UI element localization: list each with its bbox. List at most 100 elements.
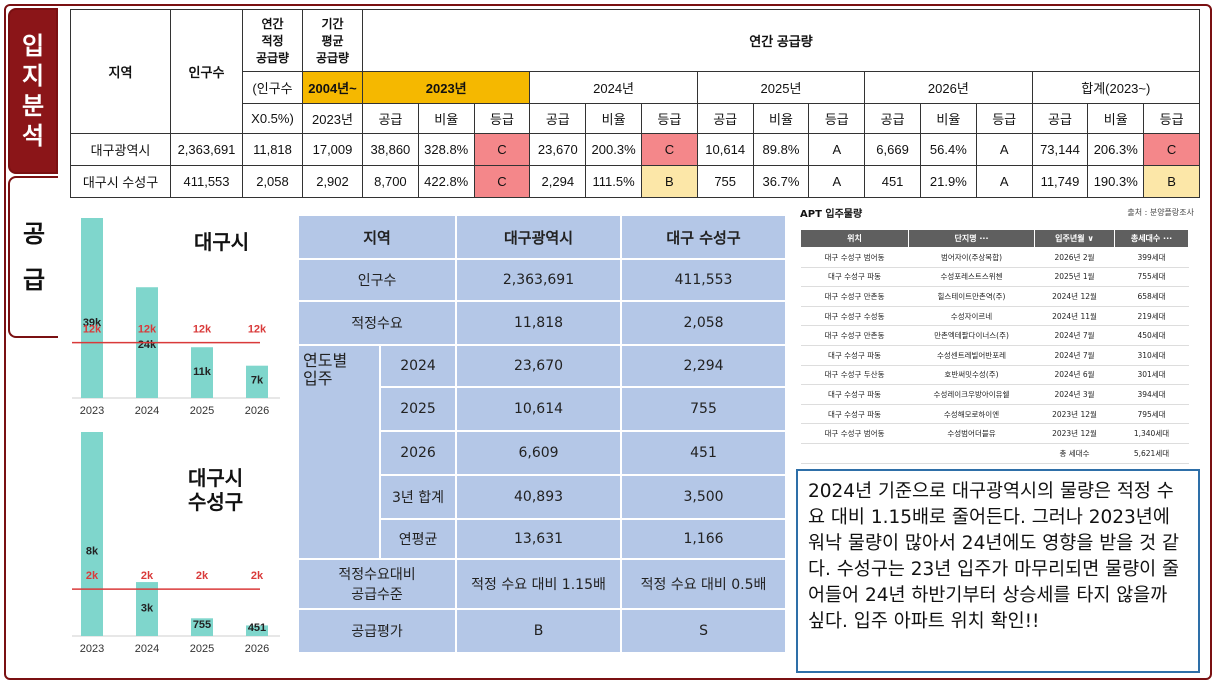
apt-cell: 만촌엑테팔다이너스(주)	[908, 325, 1035, 346]
supply-cell: 73,144	[1031, 133, 1089, 166]
tab-supply[interactable]: 공 급	[8, 176, 58, 338]
apt-cell: 수성레이크우방아이유쉘	[908, 384, 1035, 405]
apt-row: 대구 수성구 파동 수성포레스트스위첸 2025년 1월 755세대	[800, 267, 1189, 288]
header-optimal: 연간 적정 공급량	[242, 9, 303, 72]
supply-comparison-table: 지역 대구광역시 대구 수성구 인구수 2,363,691 411,553 적정…	[296, 214, 788, 654]
apt-col-movein[interactable]: 입주년월 ∨	[1034, 229, 1115, 248]
apt-cell: 수성자이르네	[908, 306, 1035, 327]
cell-value: 451	[620, 430, 788, 476]
apt-col-units[interactable]: 총세대수 ···	[1114, 229, 1189, 248]
pop-note: (인구수	[242, 71, 303, 104]
supply-cell: 21.9%	[919, 165, 977, 198]
apt-cell: 2026년 2월	[1034, 247, 1115, 268]
cell-value: 2,294	[620, 344, 788, 388]
supply-cell: 451	[864, 165, 921, 198]
year-2024: 2024년	[529, 71, 698, 104]
subcol: 비율	[417, 103, 475, 134]
reference-label: 12k	[248, 324, 267, 336]
apt-title: APT 입주물량	[800, 209, 863, 220]
apt-cell: 총 세대수	[1034, 443, 1115, 464]
apt-row: 대구 수성구 파동 수성레이크우방아이유쉘 2024년 3월 394세대	[800, 384, 1189, 405]
subcol: 공급	[1031, 103, 1089, 134]
row-label: 2025	[378, 386, 458, 432]
tick-label: 2024	[135, 643, 159, 655]
subcol: 공급	[362, 103, 419, 134]
table-row: 대구시 수성구 411,553 2,058 2,902 8,700 422.8% C 2,29…	[70, 165, 1200, 198]
apt-cell: 310세대	[1114, 345, 1189, 366]
supply-cell: 206.3%	[1087, 133, 1145, 166]
grade-cell: A	[808, 165, 866, 198]
value-label: 24k	[138, 339, 157, 351]
apt-row: 대구 수성구 만촌동 만촌엑테팔다이너스(주) 2024년 7월 450세대	[800, 325, 1189, 346]
cell-optimal: 11,818	[242, 133, 303, 166]
cell-value: 3,500	[620, 474, 788, 520]
apt-row: 대구 수성구 파동 수성센트레빌어반포레 2024년 7월 310세대	[800, 345, 1189, 366]
subcol: 비율	[919, 103, 977, 134]
apt-cell: 658세대	[1114, 286, 1189, 307]
bar-chart-suseong: 8k 2023 3k 2024 755 2025 451 2026 2k 2k 2k 2k 대구시 수…	[68, 428, 288, 660]
cell-value: B	[455, 608, 623, 654]
reference-label: 2k	[251, 570, 264, 582]
apt-row: 총 세대수 5,621세대	[800, 443, 1189, 464]
reference-label: 12k	[193, 324, 212, 336]
chart-title-line: 수성구	[188, 490, 244, 514]
tab-location-analysis[interactable]: 입 지 분 석	[8, 8, 58, 174]
apt-col-location[interactable]: 위치	[800, 229, 909, 248]
apt-cell: 대구 수성구 파동	[800, 404, 909, 425]
apt-cell	[908, 443, 1035, 464]
subcol: 공급	[529, 103, 587, 134]
apt-cell: 2023년 12월	[1034, 423, 1115, 444]
apt-cell: 대구 수성구 만촌동	[800, 286, 909, 307]
tab-char: 석	[21, 122, 45, 150]
grade-cell: A	[808, 133, 866, 166]
page-frame	[4, 4, 1212, 680]
cell-value: 411,553	[620, 258, 788, 302]
apt-supply-panel: APT 입주물량 출처 : 분양플랑조사 위치 단지명 ··· 입주년월 ∨ 총…	[798, 203, 1198, 465]
supply-cell: 200.3%	[585, 133, 642, 166]
cell-value: 2,058	[620, 300, 788, 346]
value-label: 755	[193, 619, 211, 631]
supply-cell: 190.3%	[1087, 165, 1145, 198]
tick-label: 2026	[245, 643, 269, 655]
apt-cell: 대구 수성구 파동	[800, 267, 909, 288]
tab-char: 지	[21, 62, 45, 90]
cell-value: 13,631	[455, 518, 623, 560]
row-label: 2026	[378, 430, 458, 476]
apt-col-complex[interactable]: 단지명 ···	[908, 229, 1035, 248]
grade-cell: A	[975, 133, 1033, 166]
supply-cell: 8,700	[362, 165, 419, 198]
apt-cell: 399세대	[1114, 247, 1189, 268]
bar	[81, 218, 103, 398]
row-label: 적정수요	[296, 300, 458, 346]
row-label: 공급평가	[296, 608, 458, 654]
apt-cell: 2025년 1월	[1034, 267, 1115, 288]
apt-cell: 대구 수성구 파동	[800, 345, 909, 366]
header-region: 지역	[296, 214, 458, 260]
apt-cell: 394세대	[1114, 384, 1189, 405]
header-daegu: 대구광역시	[455, 214, 623, 260]
apt-row: 대구 수성구 두산동 호반써밋수성(주) 2024년 6월 301세대	[800, 365, 1189, 386]
grade-cell: C	[473, 165, 531, 198]
apt-cell: 범어자이(주상복합)	[908, 247, 1035, 268]
supply-cell: 56.4%	[919, 133, 977, 166]
apt-cell: 대구 수성구 수성동	[800, 306, 909, 327]
bar	[191, 347, 213, 398]
apt-cell: 대구 수성구 만촌동	[800, 325, 909, 346]
value-label: 3k	[141, 603, 154, 615]
apt-cell: 219세대	[1114, 306, 1189, 327]
row-label: 3년 합계	[378, 474, 458, 520]
supply-cell: 755	[696, 165, 754, 198]
pop-note: X0.5%)	[242, 103, 303, 134]
grade-cell: C	[640, 133, 698, 166]
row-label: 인구수	[296, 258, 458, 302]
supply-cell: 89.8%	[752, 133, 810, 166]
tick-label: 2025	[190, 643, 214, 655]
apt-cell: 2024년 12월	[1034, 286, 1115, 307]
group-label-line: 입주	[303, 369, 333, 388]
supply-cell: 38,860	[362, 133, 419, 166]
value-label: 451	[248, 622, 266, 634]
reference-label: 2k	[86, 570, 99, 582]
tab-char: 입	[21, 32, 45, 60]
tick-label: 2023	[80, 405, 104, 417]
chart-title-line: 대구시	[188, 466, 244, 490]
